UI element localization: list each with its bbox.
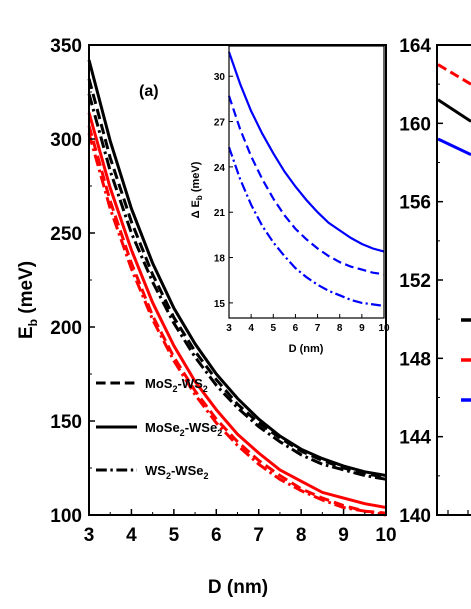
main-y-tick-label: 250: [50, 224, 82, 245]
inset-y-label-sub: b: [195, 195, 204, 200]
inset-y-tick-label: 30: [214, 72, 226, 83]
right-series-line-2: [437, 137, 471, 157]
legend-subscript: 2: [217, 428, 222, 438]
inset-background: [229, 46, 384, 318]
right-y-tick-label: 160: [399, 114, 431, 135]
legend-text: -WSe: [171, 463, 204, 478]
right-legend: [461, 318, 471, 402]
legend-text: -WS: [177, 376, 203, 391]
main-series-line-1: [87, 78, 387, 479]
inset-series-line-0: [227, 51, 385, 253]
main-y-tick-label: 200: [50, 318, 82, 339]
inset-x-tick-label: 6: [293, 323, 299, 334]
legend-text: MoSe: [145, 420, 180, 435]
inset-x-tick-label: 8: [337, 323, 343, 334]
inset-x-axis-label: D (nm): [289, 343, 324, 355]
legend-subscript: 2: [172, 384, 177, 394]
right-ticks-group: 140 144 148 152 156 160 164: [399, 36, 469, 527]
right-y-tick-label: 140: [399, 506, 431, 527]
legend-subscript: 2: [203, 384, 208, 394]
y-label-unit: (meV): [16, 261, 37, 319]
right-series-line-0: [437, 63, 471, 86]
legend-label-0: MoS2-WS2: [145, 376, 208, 394]
right-chart-panel: 140 144 148 152 156 160 164: [399, 36, 471, 527]
y-label-main: E: [16, 326, 37, 339]
main-chart-panel: 3 4 5 6 7 8 9 10 100 150 200 250 300 350 (a) D (nm) E…: [16, 36, 397, 598]
main-y-tick-label: 100: [50, 506, 82, 527]
legend-subscript: 2: [180, 428, 185, 438]
main-series-group: [87, 59, 387, 517]
legend-text: -WSe: [185, 420, 218, 435]
legend-subscript: 2: [203, 471, 208, 481]
inset-ticks-group: 3 4 5 6 7 8 9 10 15 18 21 24 27 30: [214, 72, 390, 334]
inset-series-line-1: [227, 95, 385, 276]
legend-label-1: MoSe2-WSe2: [145, 420, 222, 438]
panel-label: (a): [139, 83, 159, 100]
y-label-sub: b: [26, 319, 40, 326]
main-x-tick-label: 9: [338, 525, 349, 546]
main-y-tick-label: 300: [50, 130, 82, 151]
right-y-tick-label: 144: [399, 428, 431, 449]
inset-x-tick-label: 10: [378, 323, 390, 334]
main-x-tick-label: 6: [211, 525, 222, 546]
main-y-tick-label: 350: [50, 36, 82, 57]
inset-x-tick-label: 7: [315, 323, 321, 334]
main-series-line-0: [87, 59, 387, 477]
right-series-group: [437, 63, 471, 157]
main-x-tick-label: 3: [84, 525, 95, 546]
legend-label-2: WS2-WSe2: [145, 463, 208, 481]
main-series-line-4: [87, 125, 387, 515]
main-y-axis-label: Eb (meV): [16, 261, 40, 339]
legend-subscript: 2: [166, 471, 171, 481]
inset-y-tick-label: 15: [214, 299, 226, 310]
right-y-tick-label: 156: [399, 193, 431, 214]
inset-chart-panel: 3 4 5 6 7 8 9 10 15 18 21 24 27 30 D (nm) Δ Eb (meV): [190, 45, 390, 355]
inset-y-tick-label: 27: [214, 118, 226, 129]
inset-x-tick-label: 3: [226, 323, 232, 334]
main-x-tick-label: 8: [296, 525, 307, 546]
main-series-line-2: [87, 93, 387, 481]
inset-series-line-2: [227, 146, 385, 307]
right-y-tick-label: 164: [399, 36, 431, 57]
inset-x-tick-label: 5: [271, 323, 277, 334]
main-x-tick-label: 7: [253, 525, 264, 546]
inset-plot-frame: [228, 45, 385, 319]
main-x-tick-label: 4: [126, 525, 137, 546]
inset-y-tick-label: 21: [214, 208, 226, 219]
inset-y-axis-label: Δ Eb (meV): [190, 161, 204, 218]
inset-y-tick-label: 18: [214, 254, 226, 265]
inset-y-label-prefix: Δ E: [190, 200, 202, 218]
inset-x-tick-label: 9: [359, 323, 365, 334]
inset-y-label-unit: (meV): [190, 161, 202, 195]
main-series-line-3: [87, 112, 387, 509]
main-x-axis-label: D (nm): [208, 577, 268, 598]
inset-series-group: [227, 51, 385, 307]
right-y-tick-label: 148: [399, 349, 431, 370]
inset-y-tick-label: 24: [214, 163, 226, 174]
inset-x-tick-label: 4: [248, 323, 254, 334]
right-y-tick-label: 152: [399, 271, 431, 292]
main-series-line-5: [87, 132, 387, 517]
main-x-tick-label: 10: [375, 525, 396, 546]
main-x-tick-label: 5: [169, 525, 180, 546]
legend-text: WS: [145, 463, 166, 478]
main-ticks-group: 3 4 5 6 7 8 9 10 100 150 200 250 300 350: [50, 36, 396, 546]
right-series-line-1: [437, 98, 471, 123]
main-y-tick-label: 150: [50, 412, 82, 433]
legend-text: MoS: [145, 376, 173, 391]
